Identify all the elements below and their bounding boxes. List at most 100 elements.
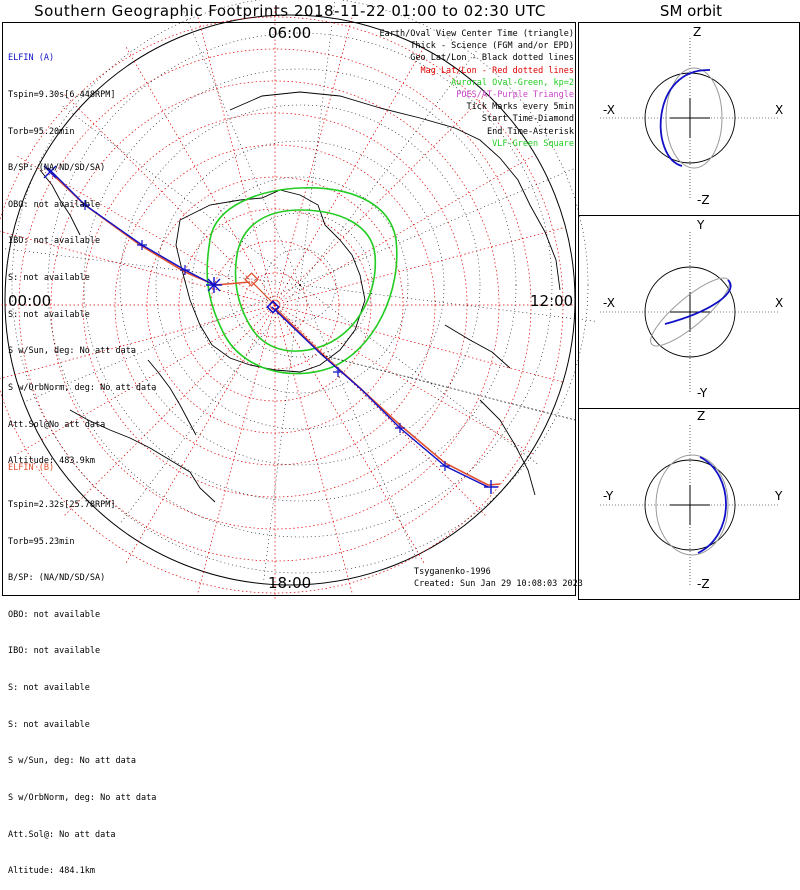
- elfin-a-line: S w/Sun, deg: No att data: [8, 346, 136, 357]
- elfin-b-line: Torb=95.23min: [8, 536, 75, 547]
- legend-item: Tick Marks every 5min: [466, 102, 574, 113]
- geo-latitude-circle: [11, 0, 589, 574]
- elfin-b-start-diamond: [244, 272, 259, 287]
- legend-item: Mag Lat/Lon - Red dotted lines: [420, 65, 574, 76]
- legend-item: VLF-Green Square: [492, 138, 574, 149]
- sm-axis-left: -X: [603, 296, 615, 310]
- sm-axis-bottom: -Z: [697, 577, 710, 591]
- coastline-outline: [229, 91, 561, 291]
- mlt-label-right: 12:00: [530, 292, 574, 310]
- mlt-label-bottom: 18:00: [268, 574, 312, 592]
- auroral-oval-outer: [206, 187, 398, 375]
- geo-latitude-circle: [83, 68, 517, 502]
- tick-mark: [137, 240, 147, 250]
- elfin-b-track-link: [251, 281, 276, 306]
- mag-longitude-line: [274, 304, 426, 565]
- legend-item: Earth/Oval View Center Time (triangle): [379, 29, 574, 39]
- elfin-b-line: Altitude: 484.1km: [8, 866, 95, 877]
- geo-latitude-circle: [119, 104, 481, 466]
- elfin-a-start-diamond: [266, 300, 280, 314]
- elfin-b-line: S w/OrbNorm, deg: No att data: [8, 792, 157, 803]
- sm-panel-xz: Z -Z -X X: [578, 22, 800, 216]
- elfin-a-line: Att.Sol@No att data: [8, 419, 106, 430]
- elfin-b-line: IBO: not available: [8, 646, 101, 657]
- legend-item: Geo Lat/Lon - Black dotted lines: [410, 53, 574, 64]
- elfin-a-line: S: not available: [8, 309, 90, 320]
- geo-longitude-line: [182, 8, 301, 286]
- plot-title: Southern Geographic Footprints 2018-11-2…: [34, 2, 546, 20]
- elfin-a-line: OBO: not available: [8, 199, 101, 210]
- elfin-a-line: Torb=95.20min: [8, 126, 75, 137]
- legend-item: Start Time-Diamond: [481, 114, 574, 125]
- mag-longitude-line: [274, 227, 565, 306]
- tick-mark: [333, 367, 343, 377]
- elfin-b-line: Att.Sol@: No att data: [8, 829, 116, 840]
- elfin-b-line: S w/Sun, deg: No att data: [8, 756, 136, 767]
- polar-map: [0, 0, 598, 600]
- elfin-a-line: B/SP: (NA/ND/SD/SA): [8, 163, 106, 174]
- elfin-b-line: OBO: not available: [8, 609, 101, 620]
- mlt-label-left: 00:00: [8, 292, 52, 310]
- geo-latitude-circle: [191, 176, 409, 394]
- map-legend: Earth/Oval View Center Time (triangle) T…: [380, 28, 574, 150]
- coastline-outline: [479, 399, 536, 496]
- sm-axis-bottom: -Y: [697, 386, 708, 400]
- geo-latitude-circle: [155, 140, 445, 430]
- elfin-a-line: S w/OrbNorm, deg: No att data: [8, 382, 157, 393]
- elfin-a-name: ELFIN (A): [8, 53, 55, 64]
- model-credit: Tsyganenko-1996: [414, 567, 491, 577]
- coastline-outline: [444, 324, 511, 369]
- legend-item: Auroral Oval-Green, kp=2: [451, 77, 574, 88]
- tick-mark: [440, 461, 450, 471]
- legend-item: End Time-Asterisk: [487, 126, 574, 137]
- elfin-b-line: B/SP: (NA/ND/SD/SA): [8, 573, 106, 584]
- elfin-a-info: ELFIN (A) Tspin=9.30s[6.448RPM] Torb=95.…: [8, 28, 156, 480]
- auroral-oval-inner: [234, 209, 377, 352]
- elfin-a-start-marker: [43, 165, 57, 179]
- sm-axis-top: Z: [697, 409, 706, 423]
- elfin-a-track: [271, 306, 489, 488]
- mlt-label-top: 06:00: [268, 24, 312, 42]
- mag-longitude-line: [274, 15, 353, 306]
- sm-axis-bottom: -Z: [697, 193, 710, 207]
- geo-latitude-circle: [263, 248, 337, 322]
- sm-axis-left: -Y: [603, 489, 614, 503]
- tick-mark: [180, 265, 190, 275]
- mag-longitude-line: [274, 154, 535, 306]
- elfin-a-line: Altitude: 483.9km: [8, 456, 95, 467]
- elfin-a-end-asterisk: [484, 480, 498, 494]
- elfin-b-name: ELFIN (B): [8, 463, 55, 474]
- elfin-a-line: IBO: not available: [8, 236, 101, 247]
- footprint-map: [0, 0, 598, 600]
- geo-longitude-line: [263, 284, 301, 583]
- coastline-outline: [39, 169, 81, 236]
- elfin-a-end-asterisk: [206, 277, 222, 293]
- sm-axis-left: -X: [603, 103, 615, 117]
- legend-item: Thick - Science (FGM and/or EPD): [410, 41, 574, 52]
- elfin-b-line: S: not available: [8, 683, 90, 694]
- sm-axis-top: Z: [693, 25, 702, 39]
- sm-axis-top: Y: [697, 218, 705, 232]
- coastline-outline: [147, 359, 197, 436]
- elfin-b-line: S: not available: [8, 719, 90, 730]
- elfin-a-line: S: not available: [8, 273, 90, 284]
- tick-mark: [395, 423, 405, 433]
- sm-panel-yz: Z -Z -Y Y: [578, 408, 800, 600]
- elfin-a-line: Tspin=9.30s[6.448RPM]: [8, 90, 116, 101]
- geo-longitude-line: [299, 284, 540, 466]
- sm-axis-right: X: [775, 296, 784, 310]
- geo-longitude-line: [299, 167, 577, 286]
- sm-axis-right: Y: [775, 489, 783, 503]
- geo-latitude-circle: [47, 32, 553, 538]
- legend-item: POES/AT-Purple Triangle: [456, 90, 574, 101]
- footprint-map-frame: [2, 22, 576, 596]
- sm-panel-xy: Y -Y -X X: [578, 215, 800, 409]
- tick-mark: [80, 200, 90, 210]
- map-boundary-circle: [4, 14, 576, 586]
- sm-axis-right: X: [775, 103, 784, 117]
- center-time-line: [321, 354, 576, 421]
- elfin-b-track: [274, 307, 501, 486]
- elfin-b-info: ELFIN (B) Tspin=2.32s[25.78RPM] Torb=95.…: [8, 438, 156, 890]
- mag-longitude-line: [197, 304, 276, 595]
- sm-orbit-title: SM orbit: [659, 2, 723, 20]
